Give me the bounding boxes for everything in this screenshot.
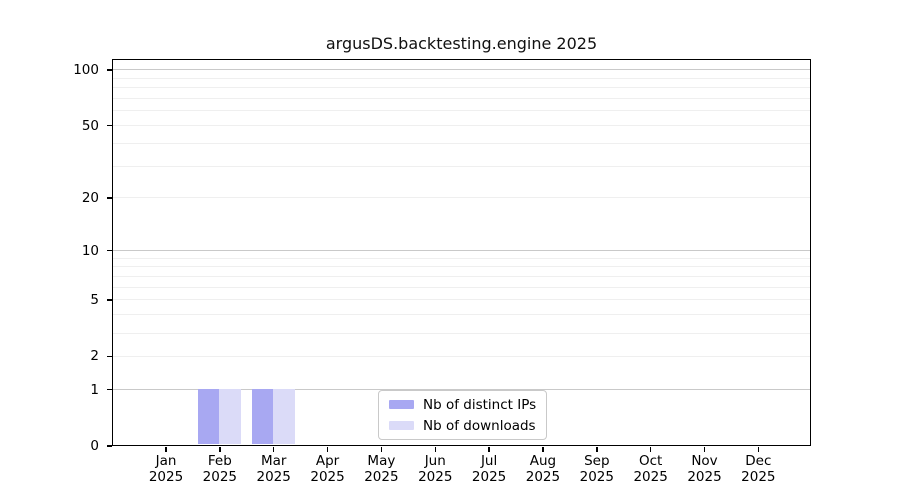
x-tick-month: Jul <box>480 453 498 469</box>
y-tick-label: 50 <box>81 117 99 134</box>
x-tick-label: Apr 2025 <box>300 453 356 485</box>
plot-area <box>112 59 811 446</box>
y-tick-mark <box>107 124 112 127</box>
x-tick-month: May <box>367 453 396 469</box>
chart-title: argusDS.backtesting.engine 2025 <box>325 34 598 53</box>
legend-item-distinct-ips: Nb of distinct IPs <box>389 395 536 414</box>
gridline-major <box>113 250 810 252</box>
gridline-major <box>113 69 810 71</box>
x-tick-mark <box>434 446 436 452</box>
x-tick-year: 2025 <box>364 468 399 485</box>
gridline-minor <box>113 276 810 278</box>
y-tick-mark <box>107 197 112 199</box>
x-tick-month: Dec <box>745 453 772 469</box>
bar-distinct-ips <box>251 389 274 444</box>
x-tick-month: Nov <box>691 453 718 469</box>
y-tick-label: 10 <box>81 242 99 259</box>
legend-label-downloads: Nb of downloads <box>423 417 536 434</box>
x-tick-month: Jan <box>155 453 177 469</box>
x-tick-label: Sep 2025 <box>569 453 625 485</box>
x-tick-mark <box>703 446 706 452</box>
x-tick-mark <box>219 446 221 452</box>
legend-item-downloads: Nb of downloads <box>389 416 536 435</box>
y-tick-mark <box>107 355 112 358</box>
y-tick-mark <box>107 388 112 391</box>
x-tick-month: Apr <box>315 453 340 469</box>
x-tick-month: Sep <box>584 453 610 469</box>
x-tick-month: Mar <box>260 453 287 469</box>
y-tick-label: 0 <box>90 438 99 454</box>
x-tick-mark <box>380 446 383 452</box>
gridline-minor <box>113 125 810 127</box>
x-tick-month: Jun <box>424 453 446 469</box>
x-tick-year: 2025 <box>202 468 238 485</box>
x-tick-label: Oct 2025 <box>623 453 679 485</box>
x-tick-mark <box>596 446 598 452</box>
gridline-minor <box>113 142 810 144</box>
y-tick-mark <box>107 69 112 71</box>
gridline-minor <box>113 299 810 301</box>
x-tick-label: Aug 2025 <box>515 453 571 485</box>
gridline-minor <box>113 197 810 199</box>
x-tick-year: 2025 <box>633 468 668 485</box>
x-tick-label: Jan 2025 <box>138 453 194 485</box>
legend-swatch-downloads <box>389 421 414 430</box>
gridline-minor <box>113 286 810 288</box>
gridline-minor <box>113 355 810 357</box>
gridline-minor <box>113 165 810 167</box>
x-tick-year: 2025 <box>525 468 561 485</box>
x-tick-year: 2025 <box>471 468 507 485</box>
x-tick-year: 2025 <box>687 468 722 485</box>
x-tick-label: Mar 2025 <box>246 453 302 485</box>
x-tick-year: 2025 <box>741 468 776 485</box>
x-tick-label: Jun 2025 <box>407 453 463 485</box>
gridline-minor <box>113 98 810 100</box>
x-tick-year: 2025 <box>256 468 291 485</box>
bar-downloads <box>273 389 295 444</box>
x-tick-year: 2025 <box>418 468 453 485</box>
gridline-minor <box>113 314 810 316</box>
bar-downloads <box>219 389 241 444</box>
gridline-minor <box>113 77 810 79</box>
x-tick-mark <box>272 446 275 452</box>
gridline-minor <box>113 266 810 268</box>
x-tick-mark <box>326 446 329 452</box>
legend-swatch-distinct-ips <box>389 400 414 409</box>
y-tick-mark <box>107 249 112 252</box>
x-tick-label: Nov 2025 <box>677 453 733 485</box>
y-tick-label: 2 <box>90 348 99 365</box>
gridline-major <box>113 389 810 390</box>
x-tick-mark <box>542 446 544 452</box>
x-tick-month: Aug <box>529 453 557 469</box>
y-tick-label: 100 <box>73 61 99 78</box>
gridline-minor <box>113 110 810 112</box>
x-tick-year: 2025 <box>310 468 345 485</box>
x-tick-year: 2025 <box>148 468 184 485</box>
y-tick-label: 20 <box>81 189 99 206</box>
y-tick-label: 5 <box>90 291 99 308</box>
x-tick-year: 2025 <box>579 468 614 485</box>
y-tick-label: 1 <box>90 381 99 398</box>
x-tick-label: Feb 2025 <box>192 453 248 485</box>
legend-label-distinct-ips: Nb of distinct IPs <box>423 396 537 413</box>
x-tick-label: May 2025 <box>353 453 409 485</box>
y-tick-mark <box>107 299 112 301</box>
bar-distinct-ips <box>197 389 220 444</box>
x-tick-mark <box>649 446 652 452</box>
y-tick-mark <box>107 445 112 447</box>
gridline-minor <box>113 257 810 259</box>
x-tick-mark <box>488 446 490 452</box>
x-tick-month: Oct <box>638 453 663 469</box>
x-tick-label: Dec 2025 <box>730 453 786 485</box>
gridline-minor <box>113 87 810 89</box>
gridline-minor <box>113 332 810 334</box>
legend: Nb of distinct IPs Nb of downloads <box>378 390 548 440</box>
x-tick-mark <box>757 446 760 452</box>
x-tick-label: Jul 2025 <box>461 453 517 485</box>
x-tick-mark <box>165 446 167 452</box>
x-tick-month: Feb <box>207 453 232 469</box>
